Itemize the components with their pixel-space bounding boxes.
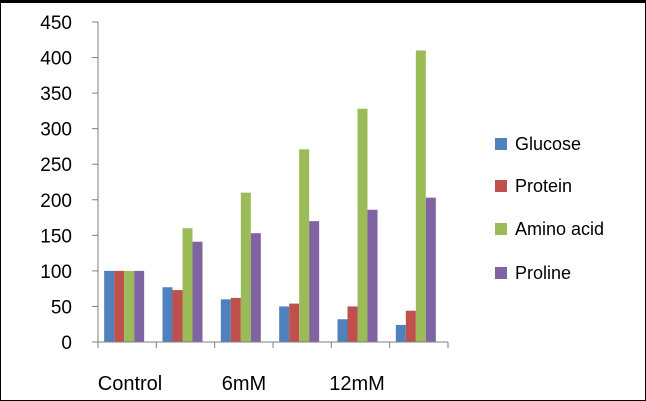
- x-tick-label: 6mM: [222, 373, 266, 395]
- bar-proline: [309, 221, 320, 342]
- bar-amino-acid: [240, 192, 251, 342]
- bar-protein: [114, 270, 125, 342]
- y-tick-label: 250: [40, 155, 72, 176]
- legend-label: Protein: [515, 176, 572, 196]
- bar-glucose: [337, 319, 348, 342]
- bar-amino-acid: [299, 149, 310, 342]
- bar-glucose: [279, 306, 290, 342]
- y-axis: 0 50 100 150 200 250 300 350 400 450: [40, 13, 99, 354]
- bar-proline: [425, 197, 436, 342]
- y-tick-label: 400: [40, 49, 72, 70]
- x-tick-label: Control: [98, 373, 162, 395]
- legend-swatch-proline: [495, 267, 507, 279]
- y-tick-label: 350: [40, 84, 72, 105]
- legend-swatch-protein: [495, 180, 507, 192]
- y-tick-label: 150: [40, 226, 72, 247]
- bar-amino-acid: [357, 108, 368, 342]
- x-tick-label: 12mM: [329, 373, 385, 395]
- y-tick-label: 50: [51, 297, 72, 318]
- legend-label: Proline: [515, 263, 571, 283]
- y-tick-label: 450: [40, 13, 72, 34]
- legend-swatch-amino-acid: [495, 223, 507, 235]
- x-axis: Control 6mM 12mM: [97, 341, 449, 395]
- legend-swatch-glucose: [495, 138, 507, 150]
- bar-glucose: [104, 270, 115, 342]
- bar-protein: [347, 306, 358, 342]
- bar-glucose: [220, 299, 231, 342]
- y-tick-label: 200: [40, 191, 72, 212]
- legend-label: Amino acid: [515, 219, 604, 239]
- bar-protein: [405, 310, 416, 342]
- bar-proline: [250, 233, 261, 342]
- bar-amino-acid: [415, 50, 426, 342]
- bar-proline: [367, 209, 378, 342]
- legend: Glucose Protein Amino acid Proline: [495, 134, 604, 283]
- bar-glucose: [395, 324, 406, 342]
- bar-protein: [289, 303, 300, 342]
- chart-frame-top-border: [0, 0, 646, 4]
- bar-glucose: [162, 287, 173, 342]
- plot-area: [104, 50, 436, 342]
- bar-protein: [230, 297, 241, 342]
- bar-proline: [134, 270, 145, 342]
- bar-protein: [172, 290, 183, 342]
- y-tick-label: 0: [61, 333, 72, 354]
- y-tick-label: 300: [40, 120, 72, 141]
- bar-amino-acid: [182, 228, 193, 342]
- bar-amino-acid: [124, 270, 135, 342]
- bar-proline: [192, 241, 203, 342]
- legend-label: Glucose: [515, 134, 581, 154]
- y-tick-label: 100: [40, 262, 72, 283]
